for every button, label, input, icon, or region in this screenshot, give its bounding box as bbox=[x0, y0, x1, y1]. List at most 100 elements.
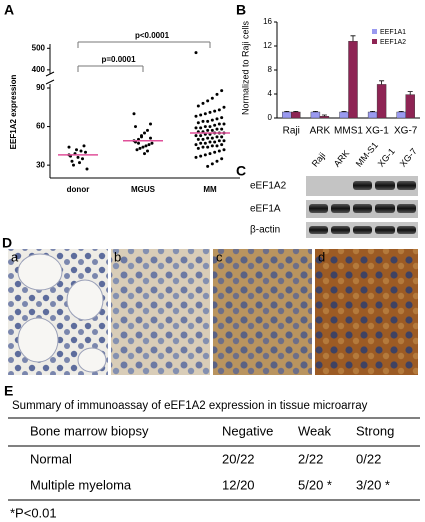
panel-label: D bbox=[2, 235, 12, 251]
data-point bbox=[210, 128, 214, 132]
y-tick-label: 12 bbox=[263, 41, 272, 50]
data-point bbox=[208, 140, 212, 144]
table-header: Strong bbox=[356, 423, 394, 438]
data-point bbox=[213, 109, 217, 113]
data-point bbox=[146, 128, 149, 132]
annotation: p=0.0001 bbox=[101, 55, 136, 64]
data-point bbox=[222, 148, 226, 152]
data-point bbox=[217, 108, 221, 112]
table-cell: 2/22 bbox=[298, 451, 323, 466]
data-point bbox=[201, 101, 205, 105]
data-point bbox=[215, 144, 219, 148]
panel-label: B bbox=[236, 2, 246, 18]
data-point bbox=[206, 119, 210, 123]
data-point bbox=[199, 141, 203, 145]
data-point bbox=[72, 163, 75, 167]
data-point bbox=[194, 134, 198, 138]
lane-label: Raji bbox=[310, 150, 328, 168]
data-point bbox=[146, 149, 149, 153]
legend-swatch bbox=[372, 29, 377, 34]
table-header: Bone marrow biopsy bbox=[30, 423, 149, 438]
data-point bbox=[220, 135, 224, 139]
data-point bbox=[213, 123, 217, 127]
image-label: d bbox=[318, 249, 325, 264]
data-point bbox=[196, 104, 200, 108]
data-point bbox=[217, 122, 221, 126]
row-label: eEF1A bbox=[250, 204, 281, 215]
lane-label: ARK bbox=[332, 148, 352, 169]
y-tick-label: 16 bbox=[263, 17, 272, 26]
table-cell: 0/22 bbox=[356, 451, 381, 466]
data-point bbox=[210, 118, 214, 122]
bar bbox=[319, 115, 330, 119]
axis-break bbox=[45, 71, 55, 77]
data-point bbox=[194, 126, 198, 130]
data-point bbox=[222, 139, 226, 143]
x-tick-label: XG-7 bbox=[394, 126, 418, 137]
data-point bbox=[210, 96, 214, 100]
data-point bbox=[196, 137, 200, 141]
data-point bbox=[194, 155, 198, 159]
data-point bbox=[84, 150, 87, 154]
data-point bbox=[206, 136, 210, 140]
table-header: Negative bbox=[222, 423, 273, 438]
data-point bbox=[210, 162, 214, 166]
data-point bbox=[213, 150, 217, 154]
data-point bbox=[208, 125, 212, 129]
legend-label: EEF1A2 bbox=[380, 39, 406, 46]
error-bar bbox=[407, 91, 413, 95]
y-tick-label: 400 bbox=[32, 65, 46, 74]
x-tick-label: Raji bbox=[283, 126, 300, 137]
y-tick-label: 0 bbox=[268, 113, 273, 122]
western-blot bbox=[306, 176, 418, 238]
data-point bbox=[81, 157, 84, 161]
table-cell: 3/20 * bbox=[356, 477, 390, 492]
annotation: p<0.0001 bbox=[135, 31, 170, 40]
data-point bbox=[82, 144, 86, 148]
image-label: b bbox=[114, 249, 121, 264]
data-point bbox=[137, 141, 140, 145]
data-point bbox=[215, 92, 219, 96]
data-point bbox=[217, 139, 221, 143]
data-point bbox=[220, 89, 224, 93]
y-tick-label: 500 bbox=[32, 43, 46, 52]
data-point bbox=[138, 146, 142, 150]
table-cell: 5/20 * bbox=[298, 477, 332, 492]
data-point bbox=[215, 127, 219, 131]
bar bbox=[339, 111, 349, 119]
table-title: Summary of immunoassay of eEF1A2 express… bbox=[12, 400, 368, 412]
data-point bbox=[201, 137, 205, 141]
data-point bbox=[70, 159, 74, 163]
data-point bbox=[194, 143, 198, 147]
data-point bbox=[147, 143, 151, 147]
axis-break bbox=[45, 79, 55, 85]
y-tick-label: 8 bbox=[268, 65, 273, 74]
data-point bbox=[203, 112, 207, 116]
x-tick-label: MMS1 bbox=[334, 126, 363, 137]
data-point bbox=[134, 125, 137, 129]
data-point bbox=[196, 121, 200, 125]
row-label: β-actin bbox=[250, 225, 280, 236]
table-cell: 20/22 bbox=[222, 451, 255, 466]
lane-label: XG-1 bbox=[376, 146, 397, 169]
data-point bbox=[203, 153, 207, 157]
data-point bbox=[215, 159, 219, 163]
row-label: eEF1A2 bbox=[250, 181, 287, 192]
error-bar bbox=[312, 111, 318, 112]
bar bbox=[405, 94, 415, 119]
data-point bbox=[78, 161, 81, 165]
data-point bbox=[194, 51, 198, 55]
data-point bbox=[220, 143, 224, 147]
bar bbox=[310, 111, 321, 119]
x-tick-label: ARK bbox=[310, 126, 331, 137]
data-point bbox=[140, 134, 143, 138]
bar bbox=[376, 84, 387, 119]
table-cell: Normal bbox=[30, 451, 72, 466]
data-point bbox=[206, 164, 210, 168]
error-bar bbox=[284, 111, 290, 112]
legend-swatch bbox=[372, 39, 377, 44]
data-point bbox=[85, 167, 89, 171]
panel-label: C bbox=[236, 163, 246, 179]
error-bar bbox=[379, 80, 385, 85]
